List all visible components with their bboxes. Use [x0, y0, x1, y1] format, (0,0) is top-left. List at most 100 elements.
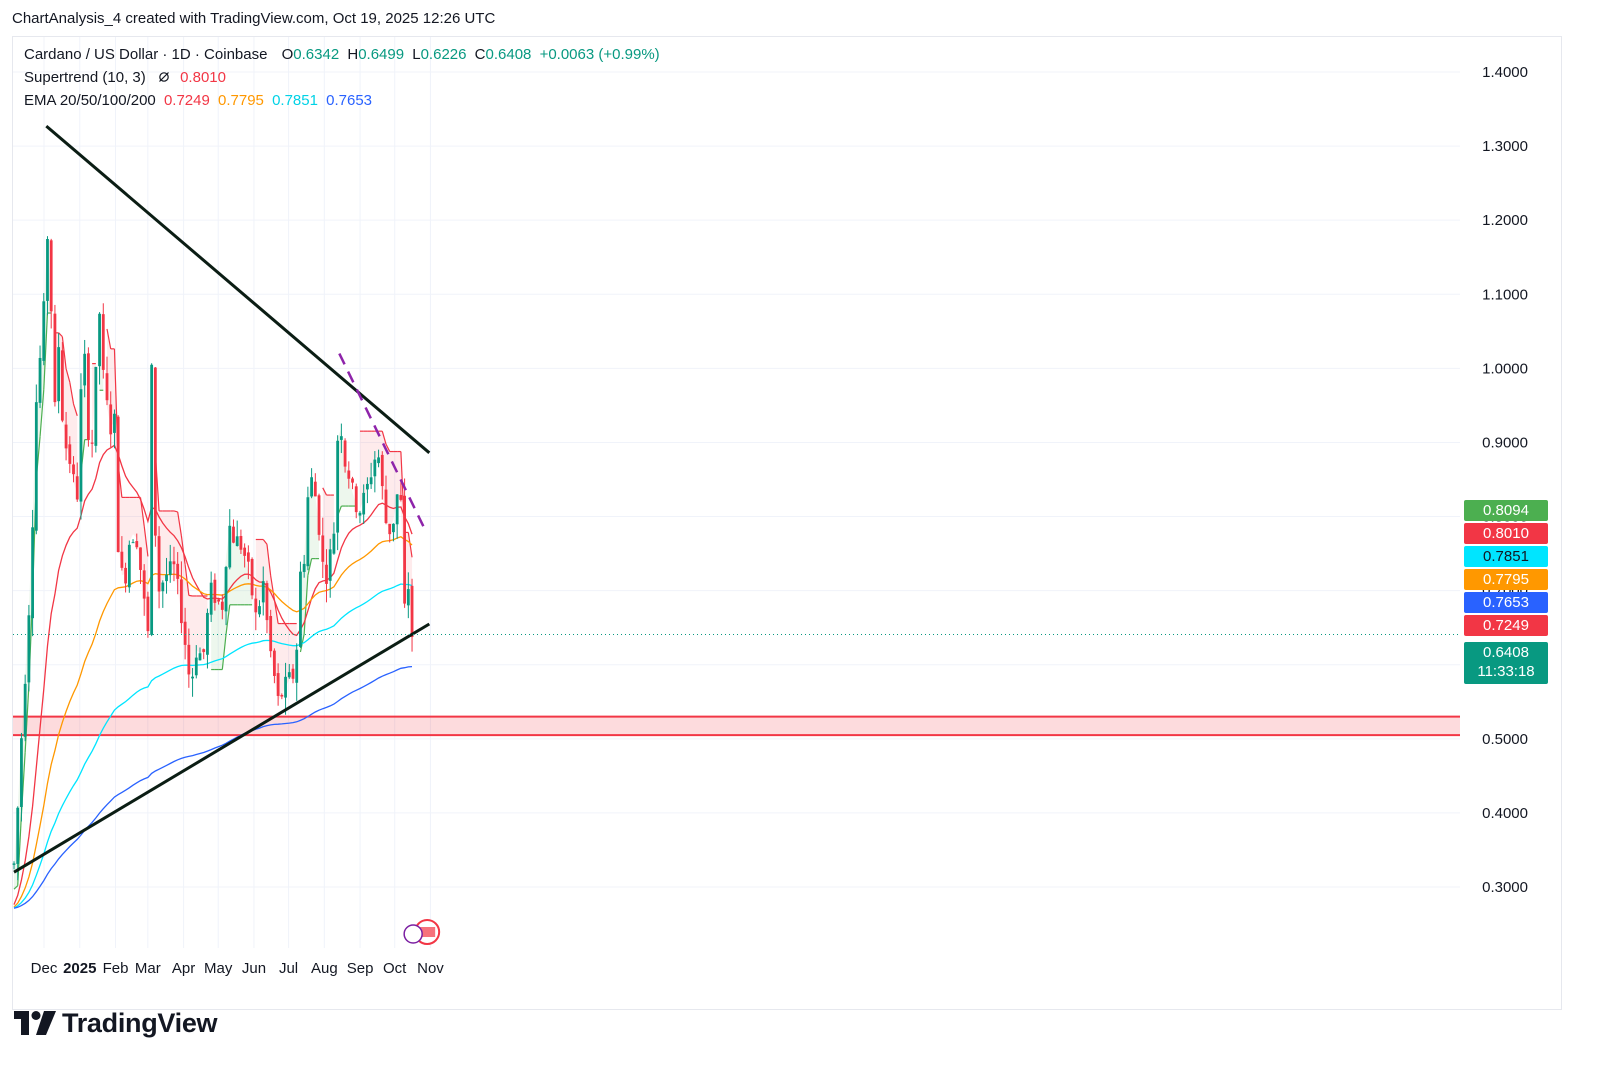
price-tag: 0.8010	[1464, 522, 1548, 544]
low-value: 0.6226	[420, 46, 467, 63]
supertrend-fill	[129, 497, 134, 542]
candle-body	[399, 495, 403, 500]
close-value: 0.6408	[485, 46, 532, 63]
supertrend-fill	[341, 428, 346, 507]
supertrend-fill	[367, 431, 372, 488]
symbol-title[interactable]: Cardano / US Dollar · 1D · Coinbase	[24, 46, 268, 63]
candle-body	[284, 676, 287, 698]
candle-body	[27, 615, 31, 683]
candle-body	[194, 657, 198, 676]
dashed-trendline	[338, 352, 427, 532]
candle-body	[83, 353, 87, 386]
candle-body	[183, 621, 187, 645]
grid	[13, 37, 1460, 948]
supertrend-fill	[359, 431, 364, 509]
time-tick-label: Sep	[347, 960, 374, 977]
candle-body	[369, 477, 373, 485]
candle-body	[246, 552, 250, 562]
candle-body	[306, 497, 310, 567]
candle-body	[235, 536, 239, 547]
price-tag: 0.7653	[1464, 591, 1548, 613]
candle-body	[299, 571, 302, 647]
candle-body	[142, 570, 146, 599]
candle-body	[79, 389, 83, 502]
supertrend-value: 0.8010	[180, 69, 226, 86]
ema-label[interactable]: EMA 20/50/100/200	[24, 92, 156, 109]
candle-body	[388, 523, 392, 535]
candle-body	[161, 582, 165, 592]
candle-body	[217, 599, 220, 602]
price-tick-label: 1.2000	[1482, 212, 1528, 229]
supertrend-fill	[125, 497, 130, 574]
supertrend-fill	[348, 473, 353, 507]
supertrend-fill	[244, 555, 249, 605]
candle-body	[395, 494, 399, 525]
time-axis: Dec 2025 Feb Mar Apr May Jun Jul Aug Sep Oct Nov	[31, 960, 445, 977]
supertrend-fill	[397, 451, 401, 505]
supertrend-line	[39, 389, 45, 437]
candle-body	[153, 367, 157, 536]
supertrend-line	[43, 313, 49, 390]
candle-body	[328, 549, 332, 581]
candle-body	[269, 616, 273, 652]
supertrend-line	[72, 403, 78, 417]
ema200-value: 0.7653	[326, 92, 373, 109]
supertrend-line	[180, 535, 186, 565]
price-axis: 1.40001.30001.20001.10001.00000.90000.80…	[1482, 64, 1528, 896]
price-tick-label: 1.3000	[1482, 138, 1528, 155]
candle-body	[347, 470, 351, 479]
candle-body	[124, 567, 127, 584]
candle-body	[150, 364, 154, 635]
time-tick-label: Jul	[279, 960, 298, 977]
candle-body	[180, 579, 183, 624]
candle-body	[392, 523, 395, 533]
price-tick-label: 0.5000	[1482, 731, 1528, 748]
high-label: H	[347, 46, 359, 63]
open-value: 0.6342	[293, 46, 340, 63]
low-label: L	[412, 46, 421, 63]
candle-body	[276, 673, 280, 696]
candle-body	[317, 495, 321, 535]
candle-body	[12, 863, 16, 865]
candle-body	[377, 457, 380, 464]
ema50-line	[13, 535, 413, 908]
eye-slash-icon[interactable]	[158, 71, 170, 83]
candle-body	[273, 650, 276, 676]
candle-body	[16, 807, 20, 864]
candle-body	[168, 561, 172, 576]
candle-body	[243, 547, 247, 556]
price-tick-label: 1.1000	[1482, 286, 1528, 303]
supertrend-fill	[255, 539, 260, 618]
candle-body	[23, 683, 27, 737]
supertrend-fill	[233, 536, 238, 605]
candle-body	[101, 314, 105, 370]
candle-body	[176, 563, 180, 579]
price-tag: 0.7795	[1464, 568, 1548, 590]
support-zone-fill	[13, 716, 1460, 736]
supertrend-fill	[200, 595, 204, 654]
candle-body	[31, 527, 34, 619]
time-tick-label: May	[204, 960, 233, 977]
supertrend-line	[266, 544, 272, 576]
price-tick-label: 1.0000	[1482, 360, 1528, 377]
supertrend-line	[58, 332, 63, 338]
price-tick-label: 0.3000	[1482, 879, 1528, 896]
supertrend-line	[61, 336, 67, 369]
supertrend-label[interactable]: Supertrend (10, 3)	[24, 69, 146, 86]
candle-body	[98, 313, 101, 367]
candle-body	[358, 512, 362, 516]
ema20-value: 0.7249	[163, 92, 210, 109]
candle-body	[325, 564, 328, 584]
chart-frame	[12, 36, 1562, 1010]
legend-ema-row: EMA 20/50/100/200 0.7249 0.7795 0.7851 0…	[24, 92, 376, 109]
supertrend-fill	[203, 595, 208, 653]
supertrend-line	[262, 539, 268, 545]
candle-body	[209, 582, 213, 615]
supertrend-line	[322, 487, 328, 496]
tradingview-logo[interactable]: TradingView	[14, 1006, 218, 1040]
candle-body	[120, 551, 124, 568]
event-sparkle-icon	[403, 924, 423, 944]
price-tag: 0.8094	[1464, 499, 1548, 521]
us-flag-icon-stripes	[419, 927, 436, 937]
